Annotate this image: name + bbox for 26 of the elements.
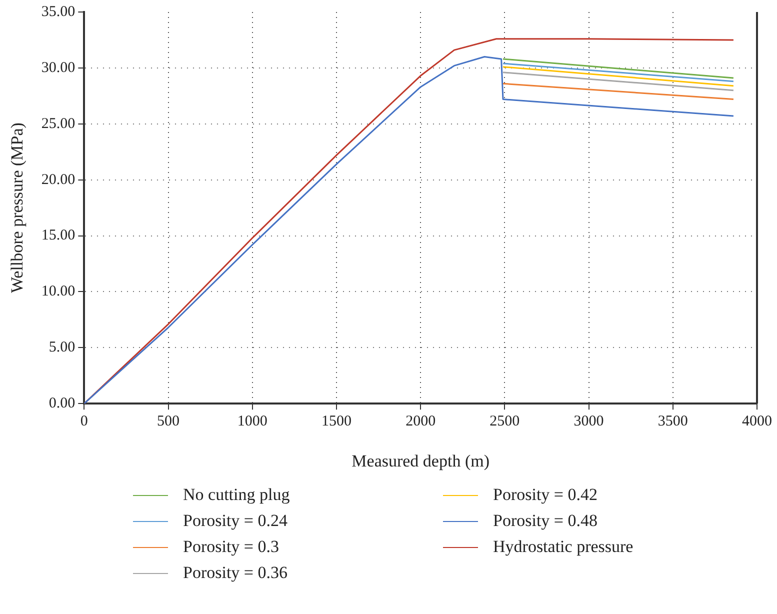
- x-tick-label: 3000: [574, 414, 604, 430]
- y-tick-label: 10.00: [41, 284, 76, 300]
- legend-label: Porosity = 0.36: [183, 563, 288, 583]
- y-tick-label: 25.00: [41, 116, 76, 132]
- y-tick-label: 35.00: [41, 4, 76, 20]
- x-tick-label: 1000: [237, 414, 268, 430]
- x-tick-label: 0: [80, 414, 88, 430]
- legend-label: No cutting plug: [183, 485, 290, 505]
- x-tick-label: 3500: [658, 414, 688, 430]
- x-tick-label: 2500: [490, 414, 520, 430]
- x-tick-label: 500: [157, 414, 180, 430]
- legend-label: Porosity = 0.24: [183, 511, 288, 531]
- x-tick-label: 4000: [742, 414, 772, 430]
- x-tick-label: 2000: [406, 414, 436, 430]
- x-axis-title: Measured depth (m): [352, 451, 490, 470]
- y-tick-label: 30.00: [41, 60, 76, 76]
- y-tick-label: 20.00: [41, 172, 76, 188]
- legend-label: Porosity = 0.48: [493, 511, 598, 531]
- y-axis-title: Wellbore pressure (MPa): [8, 122, 27, 294]
- y-tick-label: 5.00: [48, 340, 76, 356]
- legend-label: Porosity = 0.3: [183, 537, 280, 557]
- y-tick-label: 15.00: [41, 228, 76, 244]
- legend-label: Porosity = 0.42: [493, 485, 598, 505]
- y-tick-label: 0.00: [48, 396, 76, 412]
- x-tick-label: 1500: [321, 414, 352, 430]
- legend-label: Hydrostatic pressure: [493, 537, 634, 557]
